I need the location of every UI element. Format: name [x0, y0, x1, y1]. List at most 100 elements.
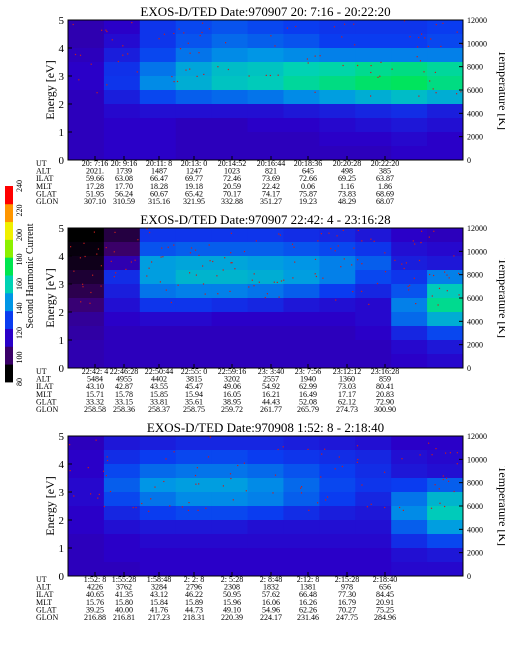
- speckle-dot: [438, 488, 440, 490]
- speckle-dot: [442, 478, 444, 481]
- table-cell: 2021.: [86, 167, 104, 176]
- heatmap-cell: [427, 284, 464, 299]
- speckle-dot: [176, 80, 179, 83]
- speckle-dot: [421, 230, 423, 232]
- speckle-dot: [427, 45, 429, 47]
- speckle-dot: [352, 291, 354, 293]
- speckle-dot: [80, 301, 82, 303]
- heatmap-cell: [247, 506, 284, 521]
- speckle-dot: [286, 27, 288, 29]
- speckle-dot: [368, 303, 370, 305]
- speckle-dot: [173, 244, 175, 246]
- heatmap-cell: [68, 478, 105, 493]
- speckle-dot: [357, 259, 359, 261]
- heatmap-cell: [391, 436, 428, 451]
- speckle-dot: [117, 60, 119, 63]
- heatmap-cell: [427, 354, 464, 369]
- heatmap-cell: [103, 436, 141, 451]
- heatmap-cell: [103, 340, 141, 355]
- table-cell: 2796: [186, 583, 202, 592]
- speckle-dot: [407, 285, 409, 287]
- table-cell: 73.03: [338, 382, 356, 391]
- heatmap-cell: [427, 326, 464, 341]
- table-cell: 22:46:28: [110, 367, 138, 376]
- table-cell: 19.18: [185, 182, 203, 191]
- speckle-dot: [272, 492, 274, 494]
- table-cell: 15.78: [115, 390, 133, 399]
- table-cell: 45.47: [185, 382, 203, 391]
- heatmap-cell: [391, 146, 428, 161]
- table-cell: 1940: [300, 375, 316, 384]
- heatmap-cell: [211, 20, 249, 35]
- table-cell: 247.75: [336, 613, 358, 622]
- heatmap-cell: [103, 298, 141, 313]
- heatmap-cell: [319, 20, 356, 35]
- speckle-dot: [135, 507, 137, 509]
- speckle-dot: [356, 445, 359, 447]
- table-cell: 33.32: [86, 397, 104, 406]
- speckle-dot: [413, 277, 415, 279]
- heatmap-cell: [283, 464, 320, 479]
- heatmap-cells: [68, 436, 464, 577]
- heatmap-cell: [355, 520, 392, 535]
- speckle-dot: [95, 439, 97, 441]
- heatmap-cell: [319, 76, 356, 91]
- table-cell: 2:15:28: [335, 575, 359, 584]
- speckle-dot: [431, 454, 433, 456]
- speckle-dot: [442, 22, 444, 24]
- heatmap-cell: [283, 284, 320, 299]
- speckle-dot: [446, 274, 448, 276]
- table-cell: 16.79: [338, 598, 356, 607]
- table-cell: 22.42: [262, 182, 280, 191]
- speckle-dot: [230, 262, 232, 264]
- speckle-dot: [110, 260, 112, 262]
- heatmap-cell: [247, 478, 284, 493]
- heatmap-cell: [391, 298, 428, 313]
- speckle-dot: [202, 265, 204, 267]
- table-cell: 4955: [116, 375, 132, 384]
- heatmap-cell: [391, 478, 428, 493]
- speckle-dot: [230, 232, 232, 234]
- heatmap-cell: [319, 118, 356, 133]
- speckle-dot: [458, 272, 460, 274]
- heatmap-cell: [355, 146, 392, 161]
- table-cell: 22:55: 0: [181, 367, 207, 376]
- speckle-dot: [130, 261, 132, 263]
- heatmap-cell: [427, 312, 464, 327]
- speckle-dot: [342, 229, 344, 231]
- table-cell: 265.79: [297, 405, 319, 414]
- speckle-dot: [212, 260, 214, 263]
- y-tick-label: 1: [59, 335, 65, 347]
- y-axis-label: Energy [eV]: [43, 60, 57, 119]
- heatmap-cell: [211, 520, 249, 535]
- heatmap-cell: [211, 492, 249, 507]
- heatmap-cell: [319, 492, 356, 507]
- table-cell: 22:42: 4: [82, 367, 108, 376]
- speckle-dot: [320, 233, 322, 235]
- speckle-dot: [448, 480, 450, 482]
- speckle-dot: [456, 93, 458, 95]
- speckle-dot: [195, 274, 197, 276]
- heatmap-cell: [68, 256, 105, 271]
- y-tick-label: 5: [59, 223, 65, 235]
- table-cell: 1023: [224, 167, 240, 176]
- speckle-dot: [82, 283, 84, 285]
- heatmap-cell: [355, 118, 392, 133]
- heatmap-cell: [175, 534, 213, 549]
- heatmap-cell: [391, 450, 428, 465]
- heatmap-cell: [355, 492, 392, 507]
- heatmap-cell: [175, 312, 213, 327]
- speckle-dot: [146, 275, 148, 277]
- table-cell: 20.83: [376, 390, 394, 399]
- speckle-dot: [208, 28, 210, 30]
- heatmap-cell: [68, 326, 105, 341]
- table-cell: 52.08: [299, 397, 317, 406]
- speckle-dot: [361, 263, 363, 265]
- heatmap-cell: [355, 242, 392, 257]
- table-cell: 20: 7:16: [82, 159, 108, 168]
- heatmap-cell: [391, 242, 428, 257]
- speckle-dot: [177, 284, 179, 286]
- heatmap-cell: [175, 436, 213, 451]
- speckle-dot: [163, 33, 165, 35]
